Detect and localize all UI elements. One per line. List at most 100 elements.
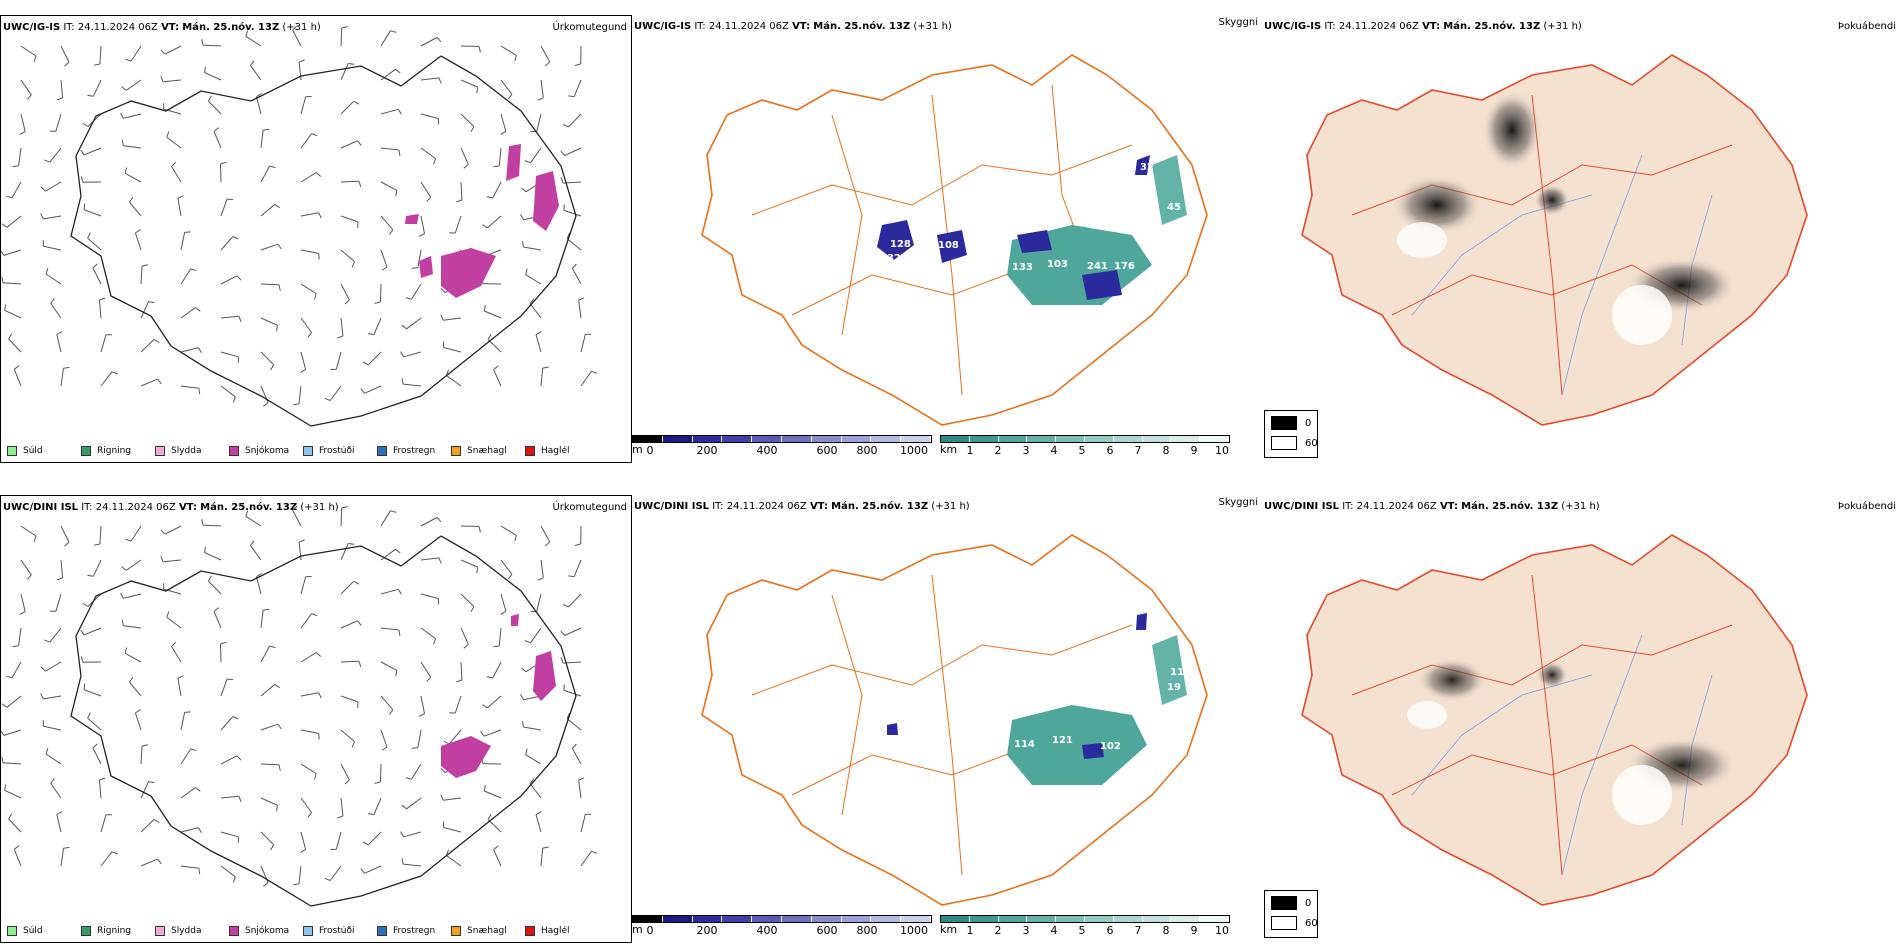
legend-item: Snæhagl xyxy=(451,446,525,456)
wind-barb-flag xyxy=(270,844,275,851)
wind-barb-flag xyxy=(522,240,524,248)
wind-barb xyxy=(340,27,343,47)
legend-item: Rigning xyxy=(81,926,155,936)
legend-item: Haglél xyxy=(525,446,599,456)
wind-barb xyxy=(124,652,142,663)
wind-barb xyxy=(260,283,280,286)
vis-tick: 2 xyxy=(994,924,1002,937)
wind-barb xyxy=(208,100,222,115)
wind-barb xyxy=(60,45,70,63)
cloud-panel-top: UWC/IG-IS IT: 24.11.2024 06Z VT: Mán. 25… xyxy=(632,15,1318,463)
wind-barb xyxy=(83,209,102,217)
wind-barb-flag xyxy=(440,314,444,321)
wind-barb xyxy=(43,725,62,731)
wind-barb xyxy=(50,783,62,799)
visibility-scale: km 1 2 3 4 5 6 7 8 9 10 xyxy=(940,915,1230,945)
wind-barb-flag xyxy=(40,213,44,220)
wind-barb-flag xyxy=(535,331,542,336)
wind-barb-flag xyxy=(157,858,162,865)
wind-barb-flag xyxy=(198,827,202,834)
wind-barb-flag xyxy=(362,841,369,846)
wind-barb-flag xyxy=(232,236,239,240)
cloud-label: 176 xyxy=(1114,261,1135,272)
cloud-areas xyxy=(877,155,1187,305)
wind-barb xyxy=(220,385,236,398)
vis-tick: 4 xyxy=(1050,444,1058,457)
wind-barb-flag xyxy=(245,510,249,517)
wind-barb xyxy=(403,831,422,838)
wind-barb xyxy=(443,827,462,833)
wind-barb-flag xyxy=(277,723,282,730)
wind-barb-flag xyxy=(1,756,4,763)
wind-barb-flag xyxy=(12,645,19,648)
wind-barb xyxy=(204,72,222,81)
wind-barb xyxy=(460,525,480,527)
wind-barb xyxy=(446,855,462,867)
wind-barb xyxy=(260,723,279,731)
legend-swatch xyxy=(7,446,17,456)
height-unit: m xyxy=(632,923,643,936)
wind-barb-flag xyxy=(4,784,7,791)
cloud-label: 52 xyxy=(990,245,1004,256)
wind-barb-flag xyxy=(351,261,356,268)
wind-barb-flag xyxy=(135,229,141,234)
wind-barb-flag xyxy=(493,165,500,168)
wind-barb-flag xyxy=(314,773,317,780)
wind-barb xyxy=(163,559,182,563)
wind-barb-flag xyxy=(124,647,128,654)
cloud-label: 45 xyxy=(1167,202,1181,213)
wind-barb xyxy=(460,113,475,127)
wind-barb xyxy=(380,181,398,191)
wind-barb xyxy=(134,712,142,731)
legend-swatch xyxy=(81,446,91,456)
wind-barb xyxy=(380,548,396,561)
wind-barb xyxy=(420,37,438,47)
wind-barb-flag xyxy=(381,746,388,751)
wind-barb xyxy=(11,181,22,198)
fog-areas xyxy=(1407,658,1737,825)
fog-legend-value: 0 xyxy=(1305,897,1312,909)
wind-barb xyxy=(300,652,317,663)
wind-barb xyxy=(220,795,239,799)
wind-barb-flag xyxy=(367,813,374,815)
wind-barb xyxy=(130,525,142,542)
wind-barb-flag xyxy=(19,611,26,615)
wind-barb-flag xyxy=(390,510,397,513)
wind-barb-flag xyxy=(6,195,13,199)
wind-barb xyxy=(180,787,196,799)
wind-barb-flag xyxy=(232,396,236,403)
wind-barb xyxy=(49,147,62,163)
panel-title: UWC/DINI ISL IT: 24.11.2024 06Z VT: Mán.… xyxy=(634,501,970,512)
wind-barb-flag xyxy=(190,268,197,272)
panel-title: UWC/IG-IS IT: 24.11.2024 06Z VT: Mán. 25… xyxy=(634,21,952,32)
wind-barb xyxy=(406,797,422,810)
wind-barb xyxy=(523,726,542,731)
fog-map xyxy=(1301,54,1808,426)
wind-barb xyxy=(364,385,382,394)
wind-barb xyxy=(535,814,542,833)
wind-barb-flag xyxy=(560,177,564,184)
wind-barb-flag xyxy=(426,196,432,202)
wind-barb-flag xyxy=(483,785,486,792)
wind-barb xyxy=(340,660,360,663)
wind-barb xyxy=(220,755,238,765)
cloud-label: 133 xyxy=(1012,262,1033,273)
wind-barb xyxy=(202,524,222,527)
wind-barb-flag xyxy=(87,94,94,97)
wind-barb xyxy=(460,147,469,165)
wind-barb-flag xyxy=(141,744,149,747)
wind-barb xyxy=(92,79,102,97)
wind-barb-flag xyxy=(493,645,500,648)
legend-swatch xyxy=(451,446,461,456)
height-tick: 600 xyxy=(816,444,838,457)
wind-barb-flag xyxy=(153,819,160,824)
wind-barb-flag xyxy=(440,287,446,293)
wind-barb xyxy=(163,588,182,595)
wind-barb-flag xyxy=(92,263,98,269)
wind-barb-flag xyxy=(591,370,598,374)
height-tick: 1000 xyxy=(900,924,928,937)
wind-barb-flag xyxy=(4,304,7,311)
wind-barb-flag xyxy=(80,176,84,183)
wind-barb xyxy=(292,29,302,47)
wind-barb xyxy=(20,559,32,576)
